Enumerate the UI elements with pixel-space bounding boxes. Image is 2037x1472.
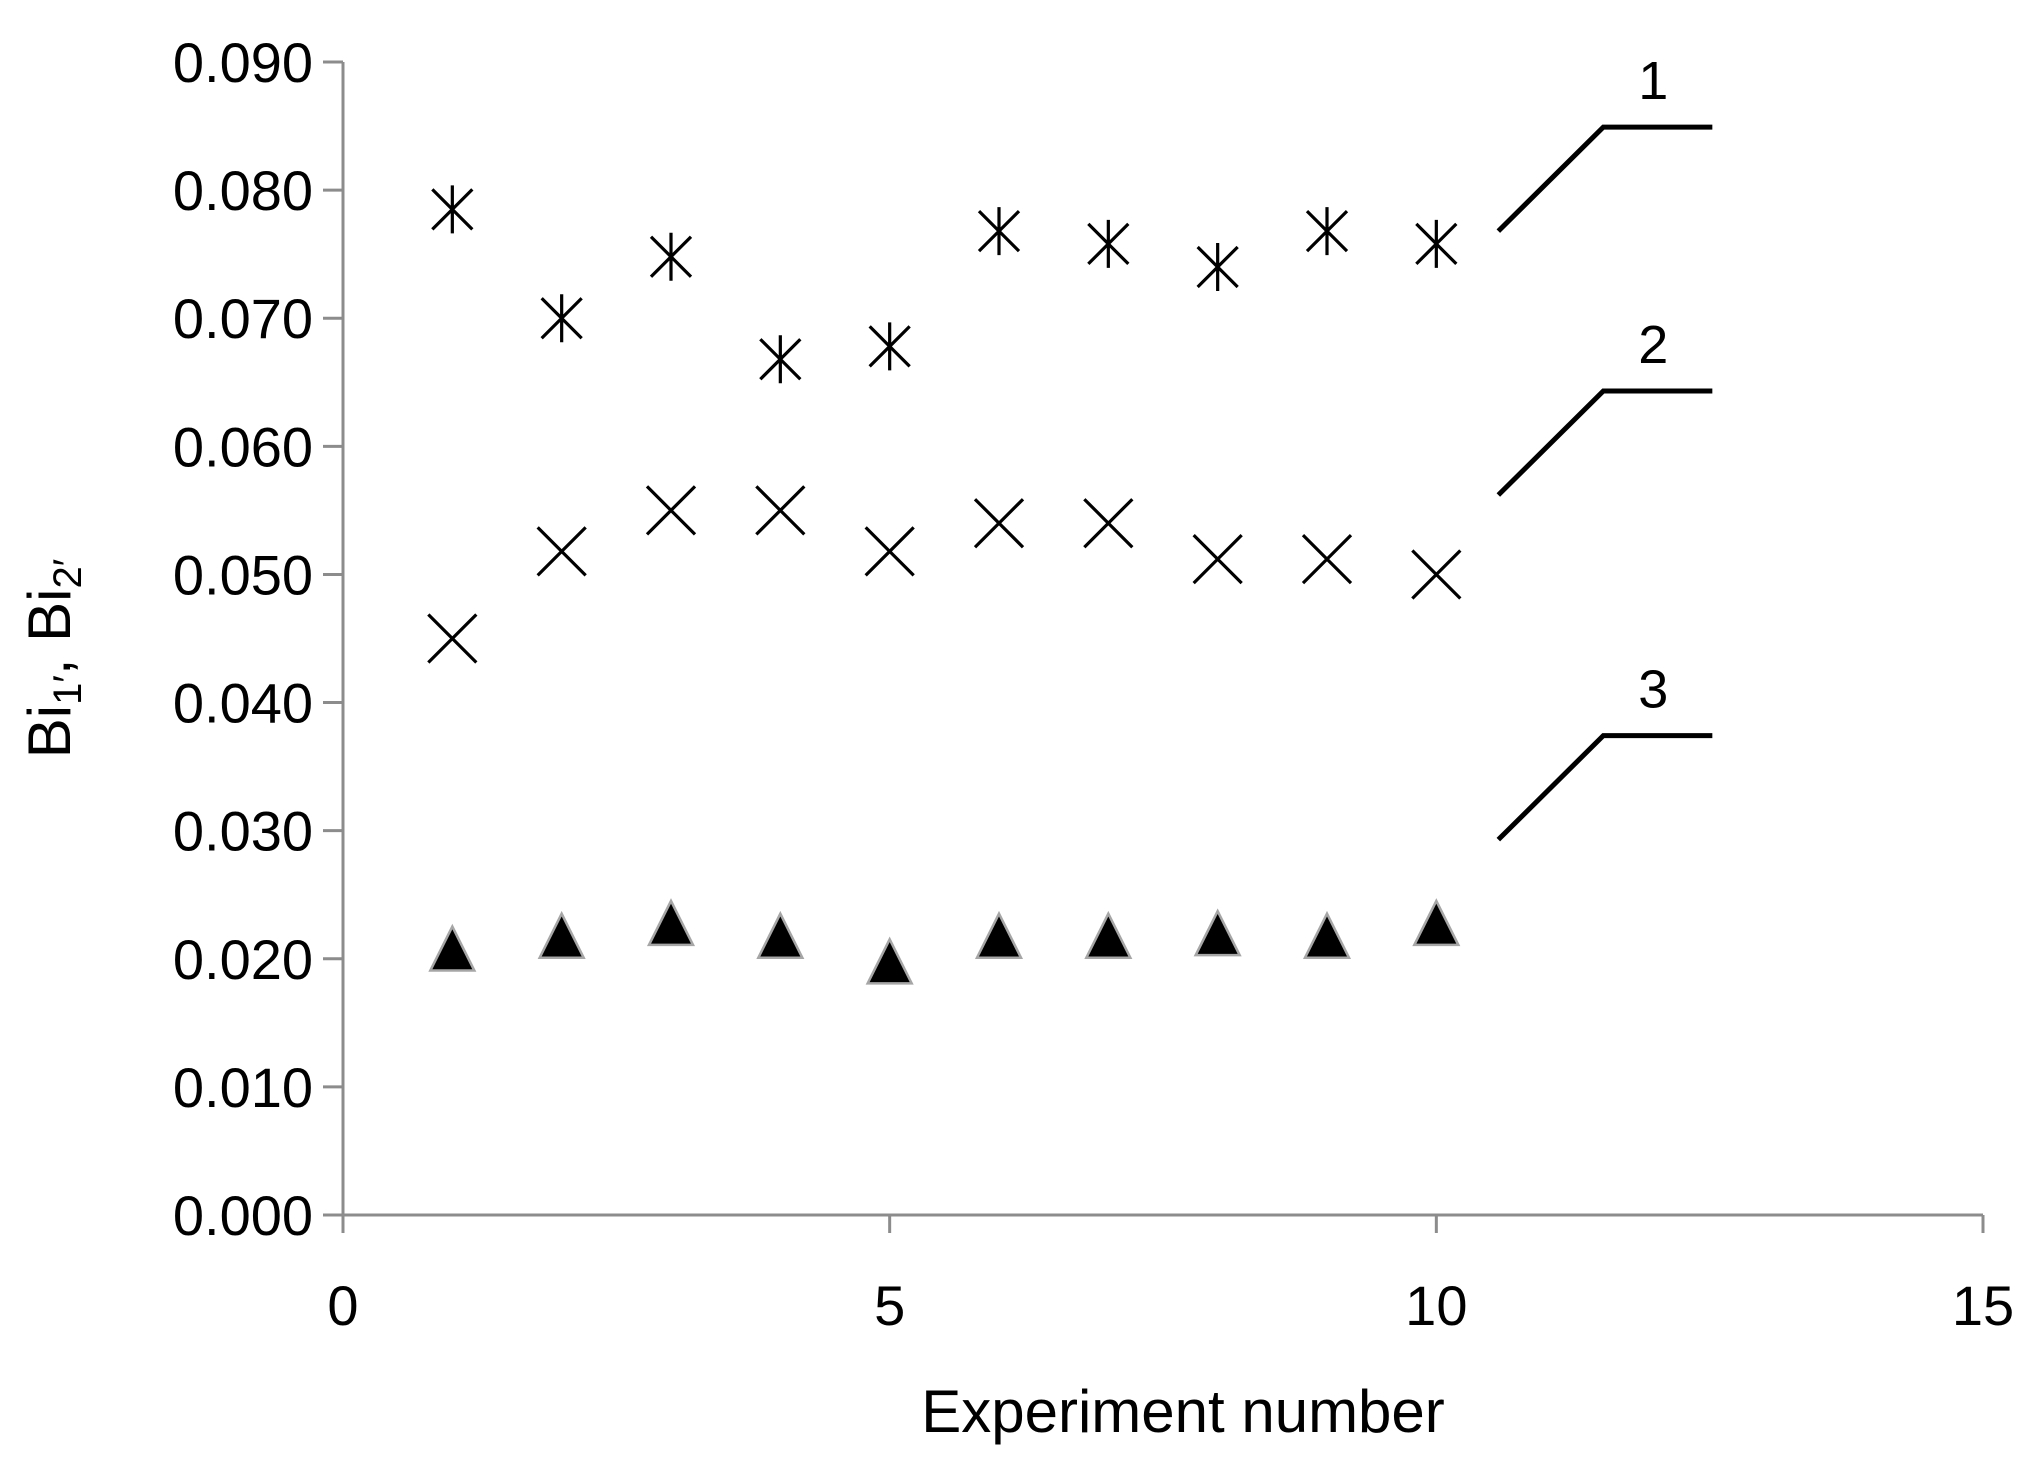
point-triangle [1193, 908, 1242, 957]
series-layer [427, 185, 1462, 985]
point-triangle [756, 910, 805, 959]
y-tick-label: 0.090 [173, 31, 313, 94]
y-tick-label: 0.030 [173, 800, 313, 863]
y-tick-label: 0.080 [173, 159, 313, 222]
series-1-leader [1496, 124, 1713, 233]
series-3-leader [1496, 733, 1713, 842]
point-star [1087, 219, 1130, 268]
point-triangle [428, 923, 477, 972]
series-label-layer: 1 2 3 [1496, 51, 1713, 842]
series-2-label: 2 [1638, 315, 1668, 375]
y-tick-label: 0.070 [173, 287, 313, 350]
x-axis-title: Experiment number [921, 1378, 1445, 1445]
point-triangle [1302, 910, 1352, 959]
point-x [427, 613, 478, 664]
point-x [645, 485, 697, 536]
y-axis-title-sep: , Bi [16, 588, 83, 675]
axes: 0.000 0.010 0.020 0.030 0.040 0.050 0.060 0.070… [173, 31, 2014, 1337]
y-axis-title-sub2: 2′ [46, 559, 90, 589]
x-tick-label: 0 [327, 1274, 358, 1337]
point-star [431, 185, 474, 234]
y-axis-title: Bi1′, Bi2′ [16, 559, 90, 759]
point-triangle [1084, 910, 1133, 959]
point-triangle [537, 910, 586, 959]
point-x [536, 526, 587, 577]
y-tick-label: 0.040 [173, 672, 313, 735]
point-star [977, 207, 1021, 256]
point-x [1301, 533, 1353, 585]
point-star [868, 322, 911, 371]
point-triangle [974, 910, 1024, 959]
series-2-leader [1496, 388, 1713, 497]
x-tick-label: 15 [1952, 1274, 2014, 1337]
point-star [1305, 207, 1349, 256]
y-tick-label: 0.050 [173, 543, 313, 606]
series-3 [428, 898, 1461, 985]
series-2 [427, 485, 1462, 664]
point-star [759, 335, 802, 384]
y-axis-title-sub1: 1′ [46, 675, 90, 705]
x-tick-label: 10 [1405, 1274, 1467, 1337]
point-x [1192, 533, 1243, 585]
point-star [1196, 242, 1239, 291]
y-ticks: 0.000 0.010 0.020 0.030 0.040 0.050 0.060 0.070… [173, 31, 343, 1247]
point-x [1411, 549, 1462, 600]
point-x [1083, 498, 1134, 549]
point-star [1415, 219, 1458, 268]
point-x [864, 526, 915, 577]
point-triangle [646, 898, 696, 947]
series-1 [431, 185, 1458, 384]
y-axis-title-main: Bi [16, 705, 83, 758]
series-1-label: 1 [1638, 51, 1668, 111]
y-tick-label: 0.000 [173, 1184, 313, 1247]
y-tick-label: 0.020 [173, 928, 313, 991]
y-tick-label: 0.060 [173, 415, 313, 478]
y-tick-label: 0.010 [173, 1056, 313, 1119]
point-triangle [865, 936, 914, 985]
point-x [755, 485, 806, 536]
x-tick-label: 5 [874, 1274, 905, 1337]
point-star [540, 294, 583, 343]
x-ticks: 0 5 10 15 [327, 1215, 2014, 1337]
point-star [649, 232, 693, 281]
series-3-label: 3 [1638, 660, 1668, 720]
point-x [973, 498, 1025, 549]
point-triangle [1412, 898, 1461, 947]
